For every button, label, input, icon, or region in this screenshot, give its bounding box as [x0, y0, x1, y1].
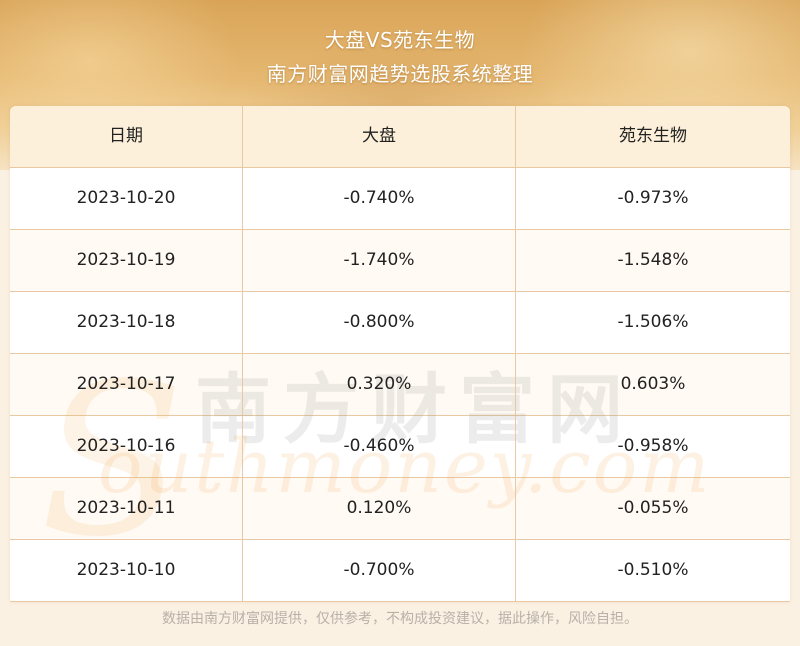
table-row: 2023-10-18 -0.800% -1.506%	[10, 292, 790, 354]
date-cell: 2023-10-18	[10, 292, 243, 353]
table-row: 2023-10-17 0.320% 0.603%	[10, 354, 790, 416]
column-header-market: 大盘	[243, 106, 516, 167]
date-cell: 2023-10-11	[10, 478, 243, 539]
table-row: 2023-10-19 -1.740% -1.548%	[10, 230, 790, 292]
table-row: 2023-10-16 -0.460% -0.958%	[10, 416, 790, 478]
stock-change-cell: -0.958%	[617, 436, 689, 456]
stock-change-cell: -1.506%	[617, 312, 689, 332]
stock-change-cell: -0.055%	[617, 498, 689, 518]
column-header-stock: 苑东生物	[619, 126, 687, 146]
market-change-cell: -0.800%	[243, 292, 516, 353]
market-change-cell: -0.700%	[243, 540, 516, 601]
date-cell: 2023-10-17	[10, 354, 243, 415]
page-subtitle: 南方财富网趋势选股系统整理	[266, 62, 534, 86]
market-change-cell: -1.740%	[243, 230, 516, 291]
date-cell: 2023-10-10	[10, 540, 243, 601]
page-title: 大盘VS苑东生物	[324, 28, 476, 52]
disclaimer-text: 数据由南方财富网提供，仅供参考，不构成投资建议，据此操作，风险自担。	[162, 611, 638, 627]
table-header-row: 日期 大盘 苑东生物	[10, 106, 790, 168]
market-change-cell: 0.320%	[243, 354, 516, 415]
comparison-table: S 南方财富网 outhmoney.com 日期 大盘 苑东生物 2023-10…	[10, 106, 790, 602]
stock-change-cell: 0.603%	[620, 374, 686, 394]
market-change-cell: -0.460%	[243, 416, 516, 477]
market-change-cell: -0.740%	[243, 168, 516, 229]
table-row: 2023-10-20 -0.740% -0.973%	[10, 168, 790, 230]
stock-change-cell: -0.510%	[617, 560, 689, 580]
date-cell: 2023-10-20	[10, 168, 243, 229]
market-change-cell: 0.120%	[243, 478, 516, 539]
date-cell: 2023-10-16	[10, 416, 243, 477]
table-row: 2023-10-10 -0.700% -0.510%	[10, 540, 790, 602]
column-header-date: 日期	[10, 106, 243, 167]
table-row: 2023-10-11 0.120% -0.055%	[10, 478, 790, 540]
date-cell: 2023-10-19	[10, 230, 243, 291]
stock-change-cell: -1.548%	[617, 250, 689, 270]
stock-change-cell: -0.973%	[617, 188, 689, 208]
